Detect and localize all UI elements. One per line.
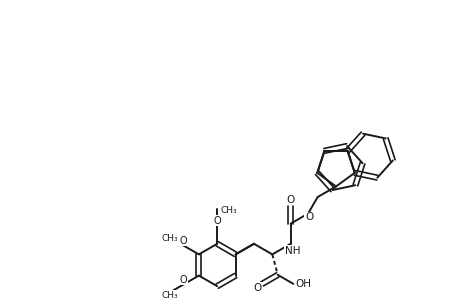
Text: OH: OH	[294, 279, 310, 289]
Text: O: O	[179, 236, 187, 246]
Text: O: O	[179, 275, 187, 285]
Text: O: O	[213, 216, 220, 226]
Text: O: O	[253, 283, 261, 293]
Text: CH₃: CH₃	[220, 206, 236, 215]
Text: O: O	[286, 195, 294, 205]
Text: CH₃: CH₃	[161, 290, 178, 299]
Text: NH: NH	[284, 245, 300, 256]
Text: O: O	[304, 212, 313, 222]
Text: CH₃: CH₃	[161, 234, 178, 243]
